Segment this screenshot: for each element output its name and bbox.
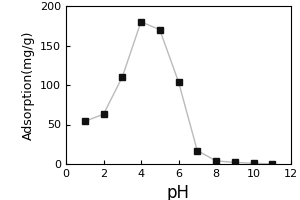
X-axis label: pH: pH: [167, 184, 190, 200]
Y-axis label: Adsorption(mg/g): Adsorption(mg/g): [22, 30, 34, 140]
